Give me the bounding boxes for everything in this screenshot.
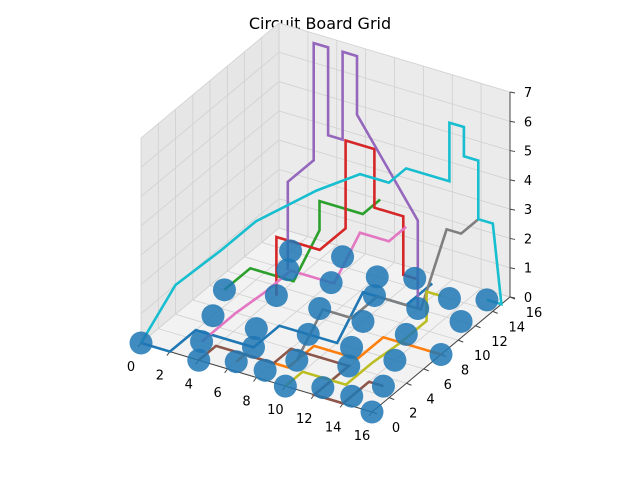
grid-line-z bbox=[140, 168, 511, 285]
node-marker bbox=[264, 284, 288, 308]
node-marker bbox=[351, 309, 375, 333]
series-trace bbox=[139, 120, 503, 344]
node-marker bbox=[296, 322, 320, 346]
z-tick bbox=[509, 296, 516, 299]
grid-line-z bbox=[140, 81, 511, 197]
node-marker bbox=[406, 297, 430, 320]
node-marker bbox=[285, 348, 309, 372]
y-tick-label: 4 bbox=[426, 392, 434, 407]
node-marker bbox=[276, 258, 300, 282]
z-tick bbox=[509, 237, 516, 240]
node-marker bbox=[308, 297, 332, 320]
node-marker bbox=[224, 350, 248, 374]
x-tick-label: 10 bbox=[267, 403, 284, 418]
grid-line-z bbox=[140, 110, 511, 227]
y-tick-label: 12 bbox=[491, 335, 508, 350]
z-tick-label: 2 bbox=[524, 232, 532, 247]
node-marker bbox=[360, 400, 384, 424]
z-tick-label: 4 bbox=[524, 174, 532, 189]
node-marker bbox=[362, 284, 386, 308]
x-tick-label: 6 bbox=[213, 386, 221, 401]
z-tick bbox=[509, 179, 516, 182]
x-tick-label: 12 bbox=[296, 412, 313, 427]
nodes-group bbox=[129, 239, 499, 424]
node-marker bbox=[273, 374, 297, 398]
grid-lines bbox=[140, 22, 511, 413]
y-tick bbox=[389, 397, 395, 401]
node-marker bbox=[403, 266, 427, 290]
node-marker bbox=[129, 331, 153, 355]
y-tick-label: 2 bbox=[409, 407, 417, 422]
node-marker bbox=[383, 348, 407, 372]
node-marker bbox=[331, 245, 355, 269]
y-tick bbox=[492, 310, 498, 314]
node-marker bbox=[190, 330, 214, 354]
y-tick-label: 10 bbox=[474, 349, 491, 364]
node-marker bbox=[187, 348, 211, 372]
z-tick bbox=[509, 120, 516, 123]
z-tick-label: 1 bbox=[524, 262, 532, 277]
node-marker bbox=[319, 271, 343, 295]
series-trace bbox=[223, 198, 381, 291]
node-marker bbox=[475, 288, 499, 312]
z-tick bbox=[509, 91, 516, 94]
z-tick bbox=[509, 267, 516, 270]
z-tick-label: 7 bbox=[524, 86, 532, 101]
node-marker bbox=[212, 278, 236, 302]
y-tick-label: 8 bbox=[461, 364, 469, 379]
y-tick-label: 6 bbox=[444, 378, 452, 393]
x-tick-label: 0 bbox=[127, 360, 135, 375]
y-tick-label: 16 bbox=[526, 306, 543, 321]
y-tick bbox=[475, 325, 481, 329]
x-tick-label: 2 bbox=[156, 369, 164, 384]
grid-line-z bbox=[140, 139, 511, 256]
node-marker bbox=[242, 335, 265, 359]
y-tick bbox=[423, 368, 429, 372]
node-marker bbox=[365, 265, 389, 289]
node-marker bbox=[437, 286, 461, 310]
node-marker bbox=[201, 304, 225, 328]
y-tick-label: 0 bbox=[392, 421, 400, 436]
node-marker bbox=[340, 384, 364, 408]
x-tick-label: 14 bbox=[325, 420, 342, 435]
node-marker bbox=[337, 354, 361, 378]
z-tick bbox=[509, 150, 516, 153]
x-tick bbox=[253, 377, 257, 382]
grid-line-z bbox=[140, 51, 511, 168]
x-tick-label: 16 bbox=[354, 429, 371, 444]
y-tick bbox=[458, 339, 464, 343]
node-marker bbox=[340, 335, 364, 359]
node-marker bbox=[253, 358, 277, 382]
x-tick-label: 8 bbox=[242, 395, 250, 410]
z-tick-label: 5 bbox=[524, 145, 532, 160]
x-tick-label: 4 bbox=[185, 377, 193, 392]
z-tick bbox=[509, 208, 516, 211]
node-marker bbox=[279, 239, 303, 263]
series-trace bbox=[200, 225, 407, 343]
node-marker bbox=[311, 376, 335, 400]
x-tick bbox=[224, 368, 229, 374]
series-trace bbox=[286, 41, 420, 309]
y-tick bbox=[406, 382, 412, 386]
y-tick-label: 14 bbox=[508, 320, 525, 335]
z-tick-label: 0 bbox=[524, 291, 532, 306]
node-marker bbox=[244, 317, 268, 341]
node-marker bbox=[429, 343, 453, 366]
node-marker bbox=[394, 322, 418, 346]
node-marker bbox=[371, 374, 395, 398]
node-marker bbox=[449, 309, 473, 333]
grid-line-z bbox=[140, 22, 511, 139]
z-tick-label: 3 bbox=[524, 203, 532, 218]
z-tick-label: 6 bbox=[524, 115, 532, 130]
